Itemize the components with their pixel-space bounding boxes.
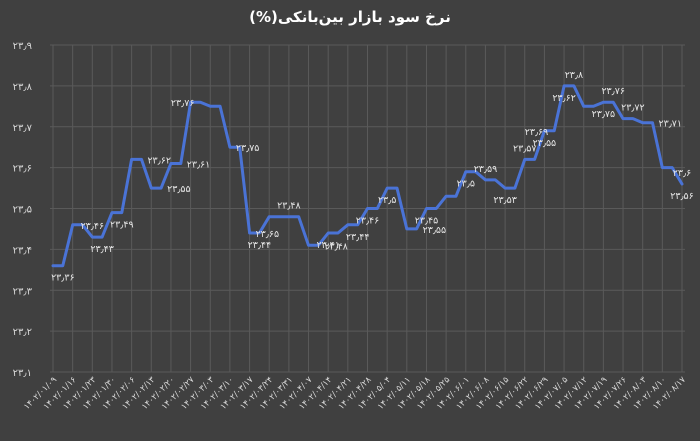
data-label: ۲۳٫۵ xyxy=(378,195,396,206)
data-label: ۲۳٫۵۷ xyxy=(513,143,537,154)
data-label: ۲۳٫۴۶ xyxy=(81,221,105,232)
data-label: ۲۳٫۷۲ xyxy=(621,103,645,114)
data-label: ۲۳٫۶ xyxy=(673,168,691,179)
data-label: ۲۳٫۷۶ xyxy=(171,98,195,109)
series-line xyxy=(51,84,684,268)
data-label: ۲۳٫۶۵ xyxy=(256,229,280,240)
y-tick-label: ۲۳٫۶ xyxy=(13,164,32,175)
data-label: ۲۳٫۶۱ xyxy=(187,160,211,171)
data-label: ۲۳٫۴۶ xyxy=(356,216,380,227)
data-label: ۲۳٫۴۱ xyxy=(316,240,340,251)
y-tick-label: ۲۳٫۳ xyxy=(13,286,33,297)
data-label: ۲۳٫۷۱ xyxy=(659,119,683,130)
y-axis: ۲۳٫۱ ۲۳٫۲ ۲۳٫۳ ۲۳٫۴ ۲۳٫۵ ۲۳٫۶ ۲۳٫۷ ۲۳٫۸ ۲۳٫۹ xyxy=(13,41,33,379)
chart-title: نرخ سود بازار بین‌بانکی(%) xyxy=(249,8,451,26)
y-tick-label: ۲۳٫۱ xyxy=(13,368,32,379)
data-label: ۲۳٫۴۳ xyxy=(90,244,114,255)
data-label: ۲۳٫۳۶ xyxy=(51,273,75,284)
data-label: ۲۳٫۷۶ xyxy=(601,86,625,97)
x-axis: ۱۴۰۲/۰۱/۰۹۱۴۰۲/۰۱/۱۶۱۴۰۲/۰۱/۲۳۱۴۰۲/۰۱/۳۰… xyxy=(22,375,688,412)
y-tick-label: ۲۳٫۵ xyxy=(13,205,32,216)
data-label: ۲۳٫۷۵ xyxy=(592,109,616,120)
data-label: ۲۳٫۵۵ xyxy=(533,138,557,149)
data-label: ۲۳٫۶۲ xyxy=(552,93,576,104)
data-label: ۲۳٫۵۵ xyxy=(423,225,447,236)
y-tick-label: ۲۳٫۹ xyxy=(13,41,32,52)
y-tick-label: ۲۳٫۸ xyxy=(13,82,33,93)
chart-grid xyxy=(50,44,685,373)
y-tick-label: ۲۳٫۲ xyxy=(13,327,32,338)
data-label: ۲۳٫۴۴ xyxy=(248,240,272,251)
data-label: ۲۳٫۵۶ xyxy=(670,191,694,202)
data-label: ۲۳٫۵۵ xyxy=(167,184,191,195)
data-label: ۲۳٫۴۵ xyxy=(415,216,439,227)
data-label: ۲۳٫۶۹ xyxy=(525,127,549,138)
data-label: ۲۳٫۷۵ xyxy=(236,143,260,154)
y-tick-label: ۲۳٫۷ xyxy=(13,123,33,134)
data-label: ۲۳٫۴۸ xyxy=(277,201,301,212)
data-label: ۲۳٫۵۹ xyxy=(474,164,498,175)
data-label: ۲۳٫۴۹ xyxy=(110,220,134,231)
data-label: ۲۳٫۵ xyxy=(457,179,475,190)
y-tick-label: ۲۳٫۴ xyxy=(13,245,32,256)
data-label: ۲۳٫۴۴ xyxy=(346,232,370,243)
data-label: ۲۳٫۸ xyxy=(565,70,583,81)
data-labels-layer: ۲۳٫۳۶ ۲۳٫۴۶ ۲۳٫۴۳ ۲۳٫۴۹ ۲۳٫۶۲ ۲۳٫۵۵ ۲۳٫۶۱ ۲۳٫۷۶… xyxy=(51,70,694,284)
data-label: ۲۳٫۵۳ xyxy=(493,195,517,206)
series-layer xyxy=(51,84,684,268)
data-label: ۲۳٫۴۸ xyxy=(324,241,348,252)
data-label: ۲۳٫۶۲ xyxy=(147,155,171,166)
